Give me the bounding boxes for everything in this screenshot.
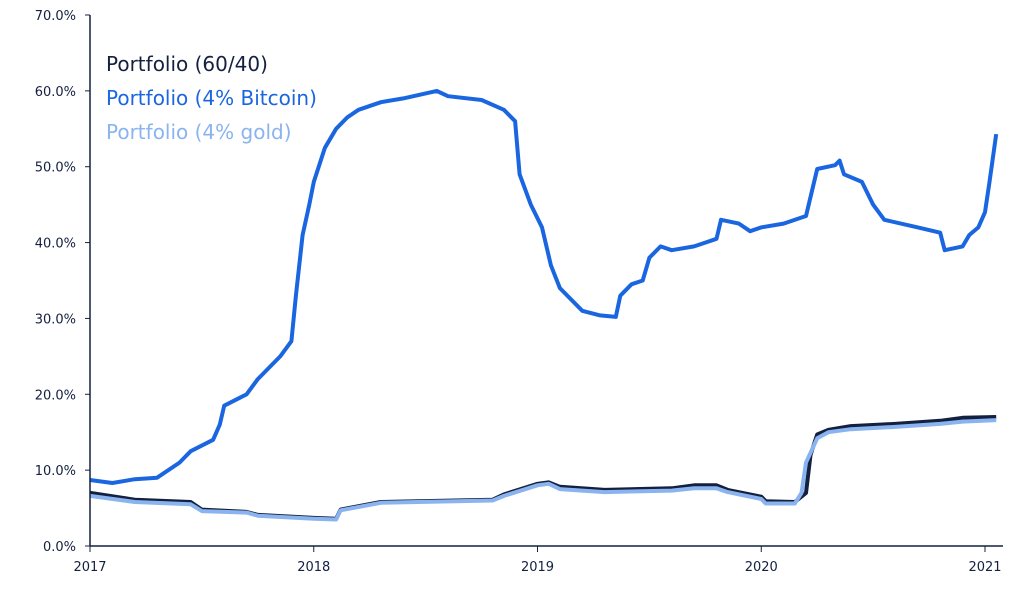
legend-item: Portfolio (4% gold) xyxy=(106,120,292,144)
legend-item: Portfolio (4% Bitcoin) xyxy=(106,86,317,110)
y-tick-label: 40.0% xyxy=(35,237,76,252)
x-tick-label: 2019 xyxy=(521,560,554,575)
x-tick-label: 2017 xyxy=(73,560,106,575)
y-tick-label: 30.0% xyxy=(35,312,76,327)
x-tick-label: 2020 xyxy=(745,560,778,575)
series-line-1 xyxy=(89,88,999,485)
y-tick-label: 0.0% xyxy=(43,540,76,555)
series-line-0 xyxy=(89,415,997,521)
x-tick-label: 2018 xyxy=(297,560,330,575)
series-line-2 xyxy=(89,418,997,522)
legend-item: Portfolio (60/40) xyxy=(106,52,268,76)
y-tick-label: 10.0% xyxy=(35,464,76,479)
y-tick-label: 50.0% xyxy=(35,161,76,176)
y-tick-label: 60.0% xyxy=(35,85,76,100)
y-tick-label: 70.0% xyxy=(35,9,76,24)
x-tick-label: 2021 xyxy=(968,560,1001,575)
y-tick-label: 20.0% xyxy=(35,388,76,403)
